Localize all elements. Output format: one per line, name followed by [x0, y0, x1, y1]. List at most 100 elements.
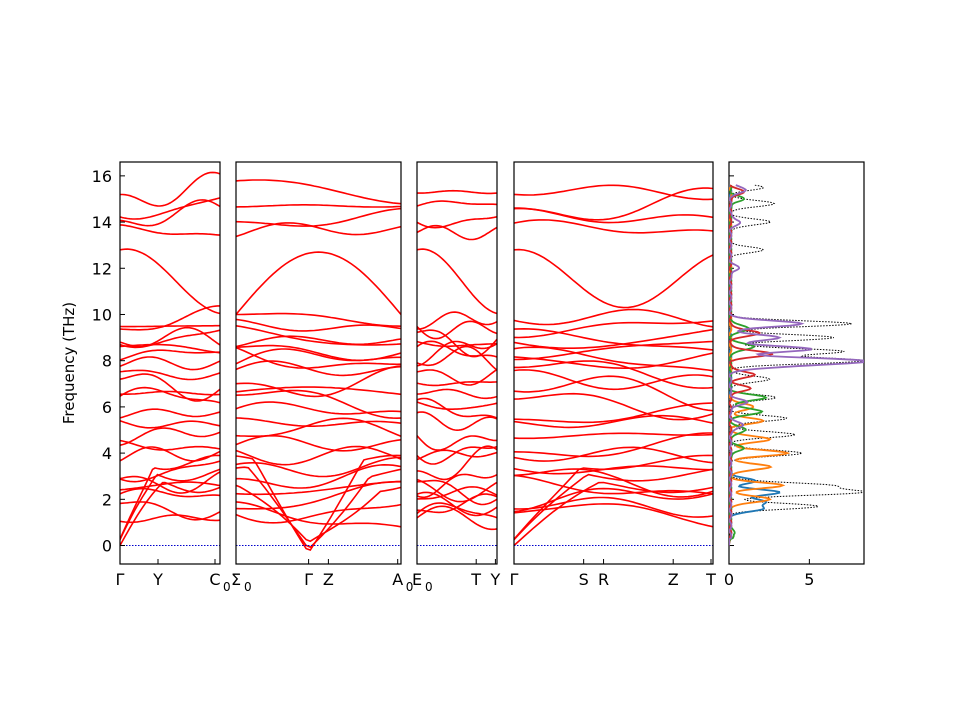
band-segment-2 — [236, 179, 401, 551]
kpoint-label: Σ — [231, 570, 241, 589]
band-line — [417, 445, 497, 465]
band-line — [236, 445, 401, 466]
band-line — [514, 496, 713, 518]
band-line — [236, 312, 401, 327]
band-segment-1 — [120, 171, 220, 547]
band-line — [120, 420, 220, 429]
band-line — [417, 248, 497, 315]
kpoint-label: Γ — [510, 570, 519, 589]
panel-frame — [235, 161, 402, 565]
band-line — [417, 329, 497, 358]
band-line — [514, 320, 713, 339]
band-line — [120, 481, 220, 491]
dos-series-0 — [729, 184, 864, 546]
band-line — [236, 463, 401, 489]
band-line — [514, 328, 713, 350]
band-line — [514, 487, 713, 513]
band-line — [120, 343, 220, 354]
band-line — [514, 340, 713, 361]
band-line — [514, 503, 713, 528]
band-line — [417, 340, 497, 367]
kpoint-label: R — [598, 570, 609, 589]
band-line — [120, 305, 220, 331]
band-line — [236, 251, 401, 316]
band-line — [514, 184, 713, 201]
band-structure-layer — [120, 171, 713, 551]
y-tick-label: 16 — [92, 167, 112, 186]
band-line — [417, 445, 497, 481]
dos-series-5 — [729, 184, 864, 546]
y-tick-label: 14 — [92, 213, 112, 232]
band-line — [514, 474, 713, 495]
band-line — [514, 432, 713, 458]
band-line — [120, 460, 220, 483]
band-line — [514, 414, 713, 429]
band-line — [417, 397, 497, 419]
kpoint-label: Γ — [116, 570, 125, 589]
band-line — [236, 335, 401, 348]
kpoint-label: C — [209, 570, 220, 589]
band-line — [120, 468, 220, 541]
y-tick-label: 10 — [92, 305, 112, 324]
band-line — [236, 179, 401, 205]
band-line — [236, 344, 401, 362]
axes-frames — [119, 161, 865, 565]
band-line — [417, 435, 497, 451]
band-line — [236, 417, 401, 438]
band-line — [120, 329, 220, 349]
dos-x-tick-label: 5 — [804, 570, 814, 589]
band-line — [514, 392, 713, 421]
band-line — [514, 468, 713, 498]
band-line — [236, 417, 401, 428]
band-line — [120, 454, 220, 540]
band-line — [236, 360, 401, 377]
band-line — [514, 432, 713, 440]
band-line — [514, 481, 713, 547]
band-line — [236, 480, 401, 496]
kpoint-subscript: 0 — [244, 580, 252, 594]
band-line — [514, 308, 713, 328]
kpoint-label: T — [470, 570, 481, 589]
band-line — [417, 189, 497, 195]
band-line — [236, 389, 401, 420]
kpoint-label: Γ — [304, 570, 313, 589]
band-line — [417, 224, 497, 241]
band-line — [236, 456, 401, 478]
dos-x-tick-label: 0 — [724, 570, 734, 589]
band-line — [514, 369, 713, 391]
band-line — [236, 434, 401, 452]
band-line — [514, 248, 713, 309]
band-line — [120, 356, 220, 371]
band-line — [417, 479, 497, 506]
kpoint-subscript: 0 — [425, 580, 433, 594]
band-line — [120, 197, 220, 220]
y-tick-label: 6 — [102, 398, 112, 417]
band-line — [120, 439, 220, 451]
band-line — [417, 505, 497, 531]
band-line — [514, 446, 713, 464]
kpoint-label: A — [392, 570, 403, 589]
panel-frame — [513, 161, 714, 565]
band-line — [120, 224, 220, 236]
band-line — [417, 388, 497, 400]
band-line — [417, 411, 497, 432]
band-line — [236, 503, 401, 524]
band-line — [120, 446, 220, 462]
band-line — [514, 465, 713, 475]
band-line — [417, 380, 497, 387]
band-line — [120, 373, 220, 402]
band-line — [236, 325, 401, 346]
band-line — [120, 248, 220, 315]
dos-series-3 — [729, 184, 768, 546]
band-line — [417, 401, 497, 411]
kpoint-label: T — [705, 570, 716, 589]
kpoint-subscript: 0 — [223, 580, 231, 594]
band-line — [236, 454, 401, 551]
band-line — [417, 340, 497, 358]
kpoint-label: Z — [323, 570, 334, 589]
band-line — [417, 311, 497, 330]
band-line — [417, 368, 497, 386]
band-line — [417, 200, 497, 207]
y-axis-label: Frequency (THz) — [60, 302, 78, 424]
